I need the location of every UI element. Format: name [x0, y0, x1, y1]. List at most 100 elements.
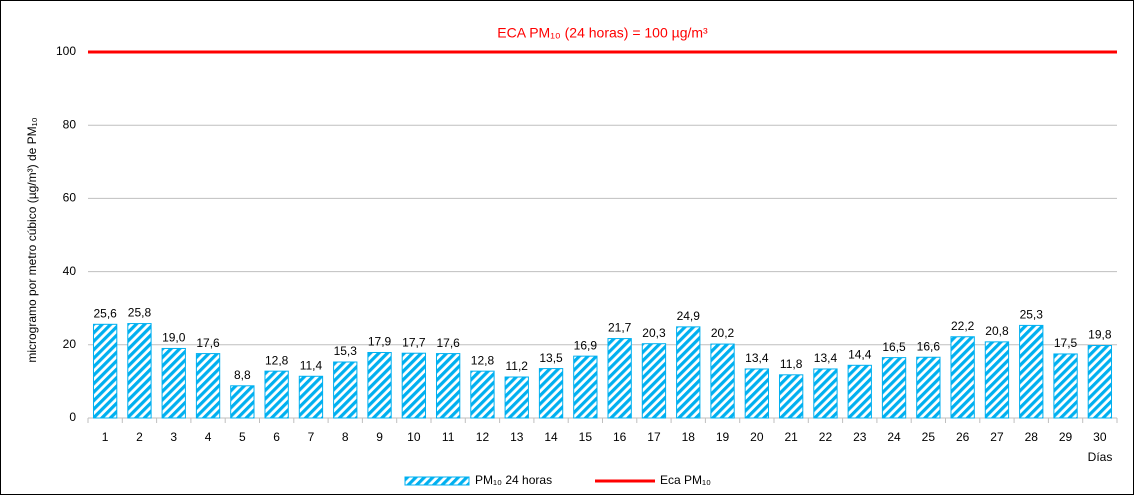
- bar: [401, 352, 427, 419]
- x-tick-label: 25: [922, 430, 936, 444]
- bar: [1053, 353, 1078, 419]
- bar: [1019, 324, 1044, 419]
- bar: [847, 364, 872, 419]
- bar: [676, 326, 701, 419]
- legend-label: Eca PM₁₀: [660, 473, 711, 487]
- x-tick-label: 5: [239, 430, 246, 444]
- x-tick-label: 1: [102, 430, 109, 444]
- x-tick-label: 21: [784, 430, 798, 444]
- value-label: 20,8: [985, 324, 1009, 338]
- x-tick-label: 4: [205, 430, 212, 444]
- value-label: 19,0: [162, 331, 186, 345]
- bar: [881, 357, 907, 419]
- bar: [813, 368, 838, 419]
- value-label: 17,9: [368, 335, 392, 349]
- bar: [127, 323, 152, 419]
- x-tick-label: 17: [647, 430, 661, 444]
- bar: [504, 376, 529, 419]
- x-tick-label: 11: [442, 430, 455, 444]
- x-tick-label: 14: [544, 430, 558, 444]
- legend-label: PM₁₀ 24 horas: [475, 473, 552, 487]
- x-tick-label: 13: [510, 430, 524, 444]
- bar: [607, 338, 632, 419]
- value-label: 17,6: [196, 336, 220, 350]
- x-tick-label: 20: [750, 430, 764, 444]
- bar: [230, 385, 255, 419]
- y-tick-label: 60: [63, 191, 77, 205]
- y-axis-label: microgramo por metro cúbico (µg/m³) de P…: [25, 117, 39, 362]
- value-label: 25,3: [1020, 308, 1044, 322]
- value-label: 24,9: [677, 309, 701, 323]
- value-label: 20,3: [642, 326, 666, 340]
- value-label: 17,5: [1054, 336, 1078, 350]
- value-label: 25,6: [93, 306, 117, 320]
- bar: [1087, 345, 1113, 419]
- value-label: 11,2: [506, 359, 529, 373]
- x-tick-label: 15: [579, 430, 593, 444]
- y-tick-label: 40: [63, 264, 77, 278]
- reference-label: ECA PM₁₀ (24 horas) = 100 µg/m³: [497, 25, 708, 41]
- bar: [298, 375, 324, 419]
- value-label: 13,4: [814, 351, 838, 365]
- bar: [161, 347, 186, 419]
- x-tick-label: 6: [273, 430, 280, 444]
- value-label: 17,7: [402, 335, 426, 349]
- bar: [435, 353, 461, 419]
- value-label: 25,8: [128, 306, 152, 320]
- x-tick-label: 10: [407, 430, 421, 444]
- bar: [264, 370, 289, 419]
- bar: [195, 353, 221, 419]
- bar: [744, 368, 770, 419]
- value-label: 16,6: [917, 339, 941, 353]
- value-label: 11,4: [300, 358, 323, 372]
- y-tick-label: 80: [63, 117, 77, 131]
- bar: [916, 356, 941, 419]
- x-tick-label: 3: [170, 430, 177, 444]
- value-label: 11,8: [780, 357, 803, 371]
- value-label: 15,3: [334, 344, 358, 358]
- x-tick-label: 9: [376, 430, 383, 444]
- x-axis-label: Días: [1088, 450, 1113, 464]
- x-tick-label: 27: [990, 430, 1004, 444]
- x-tick-label: 30: [1093, 430, 1107, 444]
- y-tick-label: 20: [63, 337, 77, 351]
- bar: [641, 343, 667, 419]
- value-label: 14,4: [848, 347, 872, 361]
- bar: [778, 374, 804, 419]
- value-label: 21,7: [608, 321, 632, 335]
- x-tick-label: 7: [308, 430, 315, 444]
- x-tick-label: 22: [819, 430, 833, 444]
- value-label: 8,8: [234, 368, 251, 382]
- bar: [950, 336, 975, 419]
- value-label: 12,8: [265, 353, 289, 367]
- x-tick-label: 28: [1025, 430, 1039, 444]
- value-label: 17,6: [436, 336, 460, 350]
- value-label: 20,2: [711, 326, 735, 340]
- value-label: 19,8: [1088, 328, 1112, 342]
- value-label: 12,8: [471, 353, 495, 367]
- value-label: 16,9: [574, 338, 598, 352]
- x-tick-label: 24: [887, 430, 901, 444]
- value-label: 13,5: [539, 351, 563, 365]
- bar: [984, 341, 1010, 419]
- x-tick-label: 18: [682, 430, 696, 444]
- y-tick-label: 100: [56, 44, 76, 58]
- x-tick-label: 16: [613, 430, 627, 444]
- value-label: 13,4: [745, 351, 769, 365]
- x-tick-label: 23: [853, 430, 867, 444]
- x-tick-label: 8: [342, 430, 349, 444]
- bar: [367, 351, 392, 419]
- bar: [538, 368, 564, 419]
- x-tick-label: 19: [716, 430, 730, 444]
- bar: [573, 355, 598, 419]
- x-tick-label: 2: [136, 430, 143, 444]
- y-tick-label: 0: [69, 410, 76, 424]
- x-tick-label: 12: [476, 430, 490, 444]
- bar: [710, 343, 735, 419]
- bar: [470, 370, 495, 419]
- value-label: 22,2: [951, 319, 975, 333]
- bar: [333, 361, 358, 419]
- value-label: 16,5: [882, 340, 906, 354]
